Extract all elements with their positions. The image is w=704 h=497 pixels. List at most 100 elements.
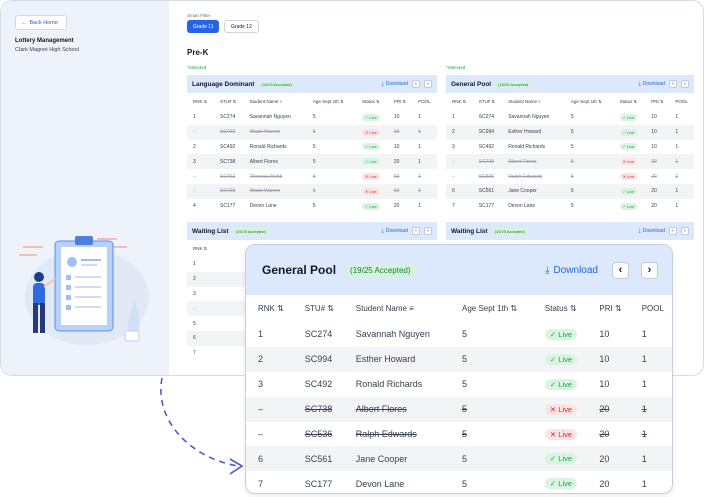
cell-rnk: 7 (452, 203, 455, 210)
status-not-live-badge: ✕ Live (619, 173, 638, 181)
col-pri[interactable]: PRI ⇅ (599, 304, 622, 313)
cell-pri: 20 (387, 154, 413, 170)
filter-icon: ≡ (279, 99, 283, 104)
next-page-button[interactable]: › (681, 227, 689, 235)
col-stu[interactable]: STU# ⇅ (478, 99, 495, 104)
table-row[interactable]: – SC536 Ralph Edwards 5 ✕ Live 20 1 (446, 169, 694, 184)
prev-page-button[interactable]: ‹ (669, 80, 677, 88)
col-rnk[interactable]: RNK ⇅ (193, 99, 208, 104)
next-page-button[interactable]: › (681, 80, 689, 88)
col-name[interactable]: Student Name ≡ (508, 99, 541, 104)
col-pri[interactable]: PRI ⇅ (393, 99, 406, 104)
sort-icon: ⇅ (203, 99, 208, 104)
table-row[interactable]: 2 SC492 Ronald Richards 5 ✓ Live 10 1 (187, 140, 437, 155)
cell-pool: 1 (629, 396, 672, 422)
cell-pri: 10 (587, 346, 630, 372)
status-not-live-badge: ✕ Live (619, 158, 638, 166)
cell-pool: 1 (418, 173, 421, 180)
col-age[interactable]: Age Sept 1th ⇅ (461, 304, 518, 313)
table-row[interactable]: 3 SC738 Albert Flores 5 ✓ Live 20 1 (187, 154, 437, 170)
table-row[interactable]: 7 SC177 Devon Lane 5 ✓ Live 20 1 (446, 199, 694, 214)
cell-rnk: – (187, 124, 214, 140)
col-rnk[interactable]: RNK ⇅ (193, 246, 208, 251)
cell-pool: 1 (629, 446, 672, 472)
col-rnk[interactable]: RNK ⇅ (452, 99, 467, 104)
col-status[interactable]: Status ⇅ (619, 99, 637, 104)
table-row[interactable]: – SC423 Wade Warren 5 ✕ Live 50 1 (187, 183, 437, 199)
table-row[interactable]: 2 SC994 Esther Howard 5 ✓ Live 10 1 (446, 124, 694, 140)
sidebar: ← Back Home Lottery Management Clark Mag… (1, 1, 169, 375)
table-row[interactable]: 3 SC492 Ronald Richards 5 ✓ Live 10 1 (446, 140, 694, 155)
col-stu[interactable]: STU# ⇅ (219, 99, 237, 104)
status-live-badge: ✓ Live (619, 113, 638, 121)
col-age[interactable]: Age Sept 1th ⇅ (312, 99, 344, 104)
cell-status: ✓ Live (356, 110, 388, 125)
status-not-live-badge: ✕ Live (361, 187, 380, 195)
cell-rnk: 3 (258, 379, 264, 390)
cell-pool: 1 (641, 329, 647, 340)
col-stu[interactable]: STU# ⇅ (304, 304, 335, 313)
download-button[interactable]: ⤓ Download (545, 265, 598, 276)
prev-page-button[interactable]: ‹ (412, 80, 420, 88)
cell-age: 5 (449, 446, 533, 472)
back-home-button[interactable]: ← Back Home (15, 15, 67, 30)
table-row[interactable]: 1 SC274 Savannah Nguyen 5 ✓ Live 10 1 (246, 322, 672, 347)
prev-page-button[interactable]: ‹ (669, 227, 677, 235)
table-row[interactable]: – SC738 Albert Flores 5 ✕ Live 20 1 (446, 154, 694, 170)
table-row[interactable]: 1 SC274 Savannah Nguyen 5 ✓ Live 10 1 (187, 110, 437, 125)
download-button[interactable]: ⤓ Download (639, 81, 665, 87)
section-title: Pre-K (187, 48, 209, 57)
sort-icon: ⇅ (633, 99, 637, 104)
col-status[interactable]: Status ⇅ (544, 304, 577, 313)
download-button[interactable]: ⤓ Download (382, 81, 408, 87)
col-age[interactable]: Age Sept 1th ⇅ (570, 99, 602, 104)
arrow-left-icon: ← (21, 19, 27, 26)
next-page-button[interactable]: › (424, 227, 432, 235)
accepted-badge: (19/25 Accepted) (258, 80, 295, 88)
cell-pri: 10 (645, 124, 670, 140)
col-name[interactable]: Student Name ≡ (249, 99, 283, 104)
col-pool[interactable]: POOL (418, 99, 431, 104)
cell-rnk: 6 (187, 330, 257, 346)
next-page-button[interactable]: › (424, 80, 432, 88)
cell-stu: SC561 (292, 446, 344, 472)
col-pool[interactable]: POOL (675, 99, 688, 104)
table-row[interactable]: 4 SC177 Devon Lane 5 ✓ Live 20 1 (187, 199, 437, 214)
cell-name: Savannah Nguyen (355, 329, 430, 340)
col-name[interactable]: Student Name ≡ (355, 304, 414, 313)
prev-page-button[interactable]: ‹ (412, 227, 420, 235)
col-pri[interactable]: PRI ⇅ (651, 99, 664, 104)
cell-stu: SC994 (292, 346, 344, 372)
status-live-badge: ✓ Live (544, 453, 578, 465)
check-icon: ✓ (364, 114, 370, 120)
cell-status: ✕ Live (355, 183, 388, 199)
table-row[interactable]: – SC536 Ralph Edwards 5 ✕ Live 20 1 (246, 422, 672, 447)
table-row[interactable]: 3 SC492 Ronald Richards 5 ✓ Live 10 1 (246, 372, 672, 397)
cell-status: ✓ Live (614, 140, 646, 155)
col-status[interactable]: Status ⇅ (361, 99, 380, 104)
dashed-arrow-icon (160, 377, 244, 475)
table-row[interactable]: 1 SC274 Savannah Nguyen 5 ✓ Live 10 1 (446, 110, 694, 125)
table-row[interactable]: – SC463 Theresa Webb 5 ✕ Live 50 1 (187, 169, 437, 184)
cell-name: Albert Flores (502, 154, 565, 170)
cell-pri: 10 (651, 143, 657, 150)
grade-12-button[interactable]: Grade 12 (224, 20, 259, 33)
prev-page-button[interactable]: ‹ (612, 261, 629, 279)
accepted-badge: (19/25 Accepted) (344, 263, 417, 277)
table-row[interactable]: 2 SC994 Esther Howard 5 ✓ Live 10 1 (246, 346, 672, 372)
cell-rnk: 6 (246, 446, 293, 472)
table-row[interactable]: – SC738 Albert Flores 5 ✕ Live 20 1 (246, 396, 672, 422)
panel-header: General Pool (19/25 Accepted) ⤓ Download … (446, 75, 694, 93)
col-pool[interactable]: POOL (641, 304, 664, 313)
col-rnk[interactable]: RNK ⇅ (258, 304, 284, 313)
table-row[interactable]: 6 SC561 Jane Cooper 5 ✓ Live 20 1 (446, 183, 694, 199)
cell-pri: 20 (645, 183, 670, 199)
grade-11-button[interactable]: Grade 11 (187, 20, 220, 33)
status-live-badge: ✓ Live (619, 187, 638, 195)
table-row[interactable]: – SC423 Wade Warren 5 ✕ Live 10 1 (187, 124, 437, 140)
table-row[interactable]: 7 SC177 Devon Lane 5 ✓ Live 20 1 (246, 471, 672, 493)
next-page-button[interactable]: › (641, 261, 658, 279)
download-button[interactable]: ⤓ Download (382, 228, 408, 234)
download-button[interactable]: ⤓ Download (639, 228, 665, 234)
table-row[interactable]: 6 SC561 Jane Cooper 5 ✓ Live 20 1 (246, 446, 672, 472)
